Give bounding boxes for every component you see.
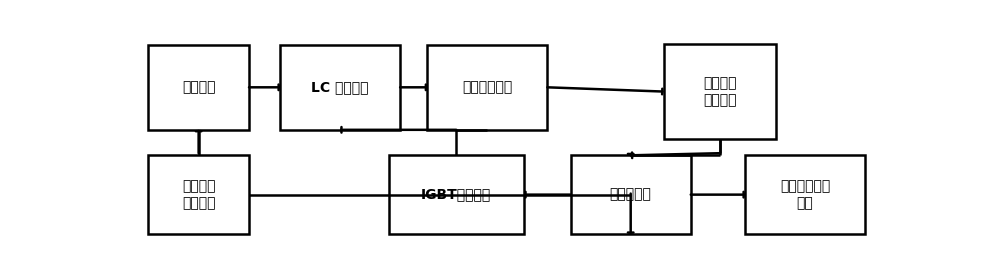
Bar <box>148 45 249 130</box>
Text: IGBT驱动模块: IGBT驱动模块 <box>421 188 491 202</box>
Text: 中央处理器: 中央处理器 <box>610 188 652 202</box>
Text: 同步取样电路: 同步取样电路 <box>462 80 512 94</box>
Text: 谐振频率
取样电路: 谐振频率 取样电路 <box>703 76 737 107</box>
Bar <box>388 155 524 234</box>
Text: 电流电压
取样电路: 电流电压 取样电路 <box>182 179 215 210</box>
Bar <box>571 155 691 234</box>
Bar <box>148 155 249 234</box>
Bar <box>427 45 547 130</box>
Text: LC 谐振电路: LC 谐振电路 <box>311 80 369 94</box>
Bar <box>280 45 400 130</box>
Text: 整流电路: 整流电路 <box>182 80 215 94</box>
Bar <box>745 155 865 234</box>
Text: 显示（提醒）
电路: 显示（提醒） 电路 <box>780 179 830 210</box>
Bar <box>664 44 776 139</box>
